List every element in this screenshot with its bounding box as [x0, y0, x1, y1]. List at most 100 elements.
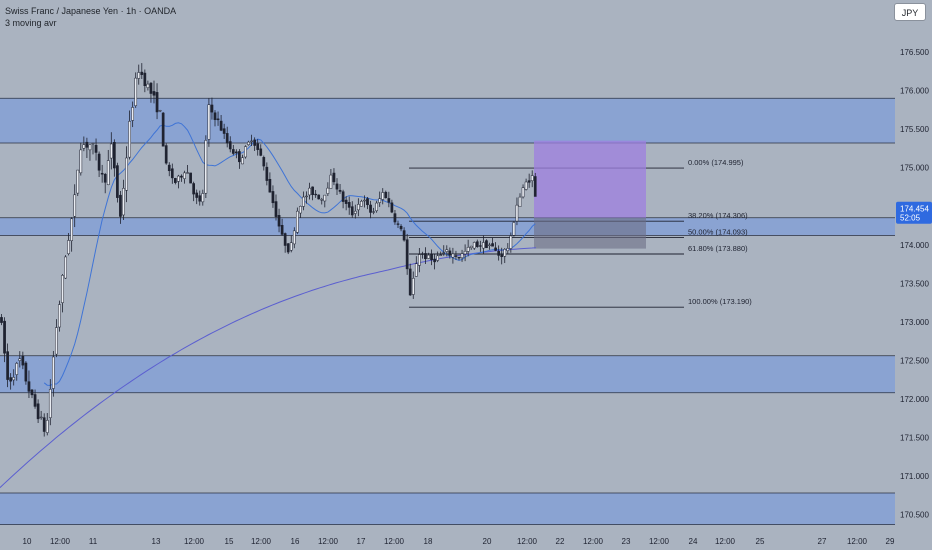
candle	[488, 242, 491, 250]
x-tick-label: 18	[424, 537, 433, 546]
fib-label: 0.00% (174.995)	[688, 158, 744, 167]
candle	[27, 370, 31, 398]
candle	[58, 300, 61, 332]
candle	[88, 144, 92, 161]
candle	[363, 195, 366, 208]
candle	[39, 410, 43, 420]
candle	[6, 343, 9, 388]
x-tick-label: 12:00	[847, 537, 868, 546]
zone-2	[0, 355, 895, 393]
x-tick-label: 12:00	[318, 537, 339, 546]
x-tick-label: 25	[756, 537, 765, 546]
candle	[271, 185, 275, 208]
price-axis[interactable]	[895, 0, 932, 550]
candle	[515, 197, 519, 226]
candle	[442, 245, 446, 256]
candle	[192, 181, 196, 202]
candle	[381, 188, 385, 205]
x-tick-label: 16	[291, 537, 300, 546]
x-tick-label: 10	[23, 537, 32, 546]
candle	[439, 251, 443, 256]
candle	[387, 191, 391, 208]
zone-0	[0, 98, 895, 143]
candle	[433, 253, 436, 270]
x-tick-label: 15	[225, 537, 234, 546]
x-tick-label: 13	[152, 537, 161, 546]
x-tick-label: 12:00	[184, 537, 205, 546]
candle	[161, 111, 165, 147]
candle	[259, 144, 263, 157]
candle	[235, 149, 238, 159]
candle	[518, 193, 522, 207]
candle	[3, 317, 6, 363]
candle	[475, 239, 479, 248]
candle	[119, 190, 122, 224]
candle	[375, 200, 378, 213]
candle	[210, 97, 214, 120]
x-tick-label: 20	[483, 537, 492, 546]
candle	[128, 110, 131, 160]
candle	[414, 256, 418, 277]
candle	[204, 135, 208, 199]
candle	[238, 149, 241, 169]
y-tick-label: 175.500	[900, 125, 929, 134]
currency-button[interactable]: JPY	[894, 3, 926, 21]
candle	[67, 232, 70, 256]
candle	[189, 172, 192, 184]
candle	[305, 191, 308, 204]
candle	[247, 140, 250, 146]
x-tick-label: 11	[89, 537, 98, 546]
y-tick-label: 175.000	[900, 164, 929, 173]
y-tick-label: 170.500	[900, 511, 929, 520]
candle	[36, 399, 40, 423]
candle	[469, 245, 473, 250]
x-tick-label: 12:00	[251, 537, 272, 546]
ma-slow-line[interactable]	[0, 247, 537, 488]
candle	[500, 247, 504, 265]
candle	[183, 170, 186, 184]
candle	[125, 146, 128, 203]
candle	[219, 114, 223, 132]
candle	[225, 126, 229, 148]
candle	[52, 350, 55, 397]
candle	[91, 142, 95, 155]
x-tick-label: 17	[357, 537, 366, 546]
candle	[228, 136, 232, 153]
x-tick-label: 12:00	[384, 537, 405, 546]
candle	[448, 247, 452, 259]
candle	[207, 98, 211, 147]
candle	[436, 251, 439, 263]
candle	[82, 136, 86, 152]
candle	[347, 196, 351, 215]
candle	[530, 170, 534, 188]
candle	[418, 248, 421, 273]
candle	[402, 227, 406, 242]
candle	[299, 205, 302, 218]
candle	[15, 361, 19, 381]
candle	[390, 199, 394, 214]
candle	[231, 144, 235, 156]
target-zone[interactable]	[534, 140, 646, 218]
y-tick-label: 173.000	[900, 318, 929, 327]
candle	[195, 189, 199, 205]
candle	[405, 233, 409, 275]
candle	[344, 196, 348, 211]
candle	[33, 389, 37, 409]
candle	[454, 250, 458, 260]
stop-zone[interactable]	[534, 217, 646, 249]
candle	[396, 220, 400, 229]
candle	[286, 243, 290, 255]
time-axis[interactable]	[0, 527, 932, 550]
candle	[274, 194, 278, 221]
y-tick-label: 171.000	[900, 472, 929, 481]
candle	[134, 72, 138, 108]
candle	[143, 69, 147, 93]
candle	[250, 134, 253, 147]
candle	[262, 155, 266, 171]
candle	[70, 217, 74, 252]
candle	[512, 221, 516, 237]
candle	[366, 196, 369, 210]
indicator-label: 3 moving avr	[5, 18, 57, 28]
x-tick-label: 22	[556, 537, 565, 546]
